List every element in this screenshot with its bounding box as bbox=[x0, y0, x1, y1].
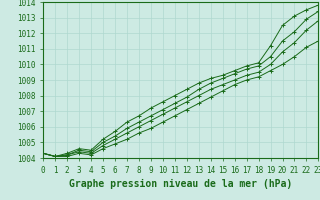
X-axis label: Graphe pression niveau de la mer (hPa): Graphe pression niveau de la mer (hPa) bbox=[69, 179, 292, 189]
